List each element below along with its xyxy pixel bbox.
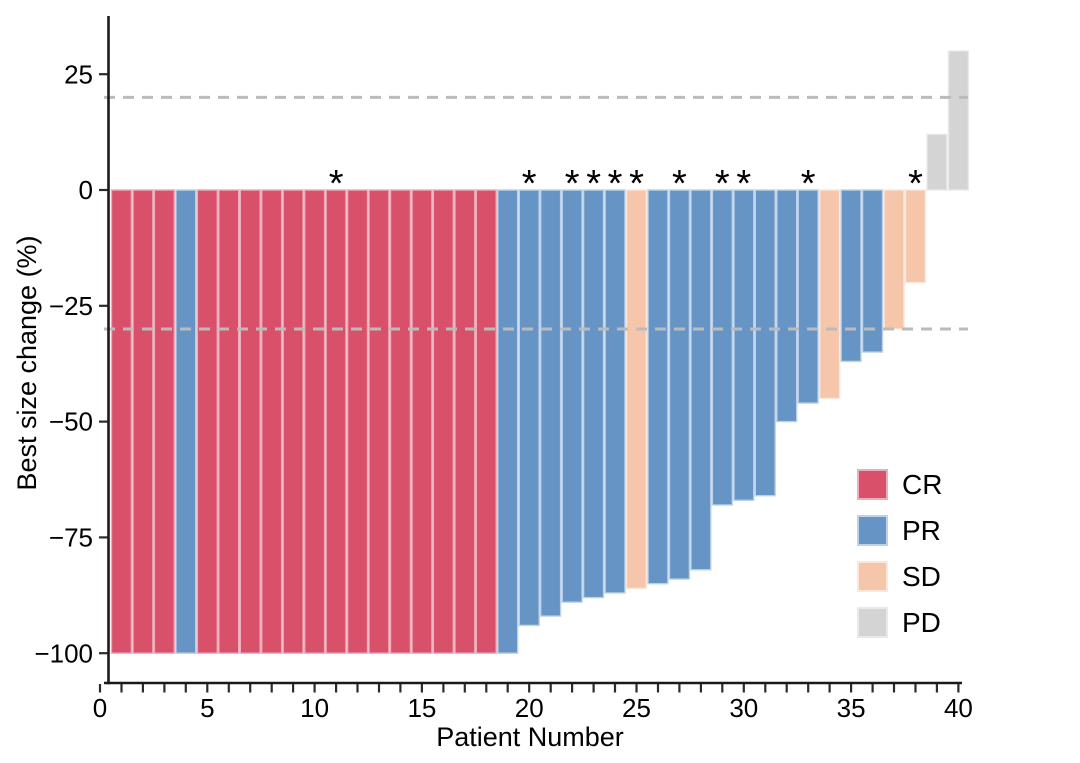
bar-patient-22 xyxy=(561,189,583,603)
y-tick-label-0: 0 xyxy=(79,175,93,205)
legend-label: SD xyxy=(902,561,941,592)
asterisk-patient-25: * xyxy=(629,163,644,205)
y-tick-label--75: −75 xyxy=(49,523,93,553)
bar-patient-5 xyxy=(196,189,218,654)
bar-patient-11 xyxy=(325,189,347,654)
legend-item: PR xyxy=(857,515,942,546)
asterisk-patient-30: * xyxy=(736,163,751,205)
legend: CR PR SD PD xyxy=(857,469,942,653)
bar-patient-4 xyxy=(175,189,197,654)
bar-patient-9 xyxy=(282,189,304,654)
bar-patient-37 xyxy=(883,189,905,330)
asterisk-patient-27: * xyxy=(672,163,687,205)
x-tick-label-35: 35 xyxy=(837,693,866,723)
y-tick-label--50: −50 xyxy=(49,407,93,437)
bar-patient-39 xyxy=(926,133,948,191)
bar-patient-15 xyxy=(411,189,433,654)
bar-patient-31 xyxy=(754,189,776,497)
bar-patient-14 xyxy=(389,189,412,654)
legend-item: PD xyxy=(857,607,942,638)
asterisk-patient-22: * xyxy=(565,163,580,205)
y-tick-label-25: 25 xyxy=(64,59,93,89)
x-axis-title: Patient Number xyxy=(436,722,624,752)
asterisk-patient-20: * xyxy=(522,163,537,205)
bar-patient-34 xyxy=(819,189,841,400)
legend-item: CR xyxy=(857,469,942,500)
y-tick-label--25: −25 xyxy=(49,291,93,321)
bar-patient-10 xyxy=(304,189,326,654)
legend-item: SD xyxy=(857,561,942,592)
asterisk-patient-33: * xyxy=(801,163,816,205)
x-tick-label-30: 30 xyxy=(729,693,758,723)
bar-patient-8 xyxy=(261,189,283,654)
bar-patient-23 xyxy=(582,189,605,599)
bar-patient-7 xyxy=(239,189,261,654)
bar-patient-28 xyxy=(690,189,712,571)
y-axis-title: Best size change (%) xyxy=(12,235,42,491)
bar-patient-29 xyxy=(711,189,734,506)
bar-patient-12 xyxy=(346,189,369,654)
legend-swatch-pd xyxy=(857,607,888,638)
bar-patient-21 xyxy=(540,189,562,617)
bar-patient-2 xyxy=(132,189,154,654)
bar-patient-13 xyxy=(368,189,390,654)
asterisk-patient-38: * xyxy=(908,163,923,205)
asterisk-patient-11: * xyxy=(329,163,344,205)
bar-patient-36 xyxy=(861,189,884,353)
bar-patient-32 xyxy=(776,189,798,423)
bar-patient-26 xyxy=(647,189,669,585)
bar-patient-35 xyxy=(840,189,862,363)
x-tick-label-10: 10 xyxy=(300,693,329,723)
bar-patient-16 xyxy=(432,189,454,654)
legend-label: PD xyxy=(902,607,941,638)
legend-swatch-cr xyxy=(857,469,888,500)
bar-patient-27 xyxy=(668,189,691,580)
x-tick-label-0: 0 xyxy=(93,693,107,723)
bar-patient-18 xyxy=(475,189,497,654)
x-tick-label-40: 40 xyxy=(944,693,973,723)
legend-swatch-pr xyxy=(857,515,888,546)
x-tick-label-15: 15 xyxy=(407,693,436,723)
bar-patient-33 xyxy=(797,189,819,404)
x-tick-label-20: 20 xyxy=(515,693,544,723)
bar-patient-6 xyxy=(218,189,240,654)
legend-swatch-sd xyxy=(857,561,888,592)
asterisk-patient-24: * xyxy=(608,163,623,205)
bar-patient-1 xyxy=(110,189,133,654)
y-tick-label--100: −100 xyxy=(34,638,93,668)
asterisk-patient-23: * xyxy=(586,163,601,205)
asterisk-patient-29: * xyxy=(715,163,730,205)
bar-patient-20 xyxy=(518,189,540,627)
bar-patient-3 xyxy=(153,189,175,654)
x-tick-label-25: 25 xyxy=(622,693,651,723)
bar-patient-40 xyxy=(947,50,970,191)
bar-patient-17 xyxy=(454,189,476,654)
bar-patient-38 xyxy=(904,189,927,284)
bar-patient-24 xyxy=(604,189,626,594)
bar-patient-19 xyxy=(497,189,519,654)
legend-label: PR xyxy=(902,515,941,546)
x-tick-label-5: 5 xyxy=(200,693,214,723)
legend-label: CR xyxy=(902,469,943,500)
bar-patient-25 xyxy=(625,189,648,590)
bar-patient-30 xyxy=(733,189,755,501)
